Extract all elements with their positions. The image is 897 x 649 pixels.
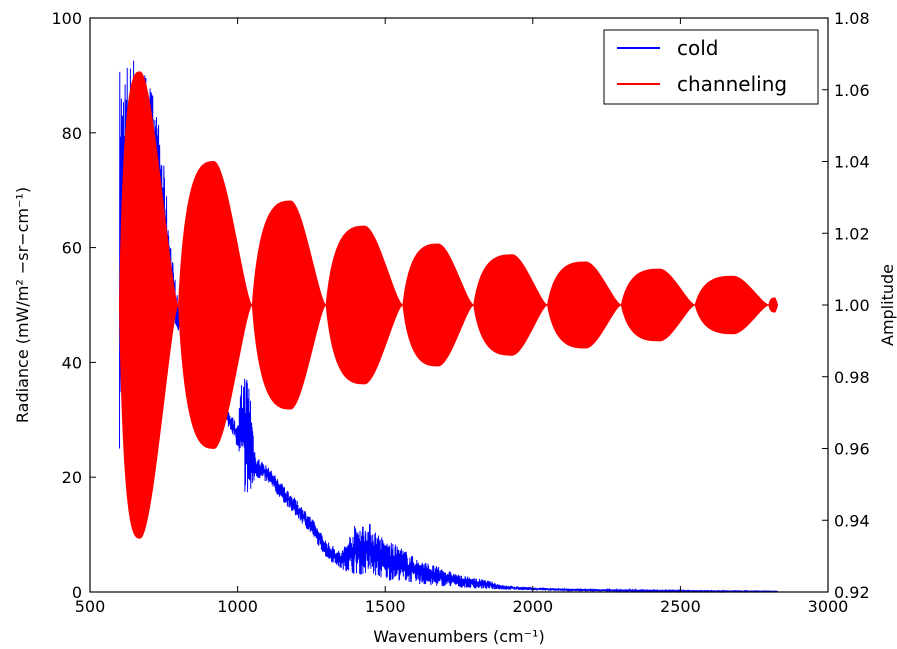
- x-tick-label: 500: [75, 597, 106, 616]
- y-right-tick-label: 1.08: [834, 9, 870, 28]
- y-left-tick-label: 100: [51, 9, 82, 28]
- y-right-tick-label: 1.00: [834, 296, 870, 315]
- legend-label-channeling: channeling: [677, 72, 787, 96]
- x-tick-label: 3000: [808, 597, 849, 616]
- plot-area: [119, 60, 779, 594]
- series-cold-line: [119, 60, 779, 594]
- x-tick-label: 1000: [217, 597, 258, 616]
- x-tick-label: 2500: [660, 597, 701, 616]
- y-left-tick-label: 80: [62, 124, 82, 143]
- legend: cold channeling: [603, 29, 819, 105]
- y-right-tick-label: 0.98: [834, 368, 870, 387]
- legend-box: [603, 29, 819, 105]
- y-axis-left: 0 20 40 60 80 100: [51, 9, 96, 602]
- y-left-tick-label: 0: [72, 583, 82, 602]
- x-axis: 500 1000 1500 2000 2500 3000: [75, 18, 849, 616]
- y-left-tick-label: 60: [62, 239, 82, 258]
- x-tick-label: 2000: [512, 597, 553, 616]
- y-left-tick-label: 40: [62, 353, 82, 372]
- y-right-tick-label: 0.92: [834, 583, 870, 602]
- x-axis-label: Wavenumbers (cm⁻¹): [373, 627, 545, 646]
- y-right-tick-label: 0.94: [834, 511, 870, 530]
- y-right-tick-label: 0.96: [834, 440, 870, 459]
- y-right-tick-label: 1.04: [834, 153, 870, 172]
- y-left-tick-label: 20: [62, 468, 82, 487]
- y-right-tick-label: 1.02: [834, 224, 870, 243]
- series-channeling-lobe: [768, 297, 779, 313]
- x-tick-label: 1500: [365, 597, 406, 616]
- y-axis-right-label: Amplitude: [878, 264, 897, 346]
- y-axis-right: 0.92 0.94 0.96 0.98 1.00 1.02 1.04 1.06 1.08: [822, 9, 870, 602]
- y-right-tick-label: 1.06: [834, 81, 870, 100]
- y-axis-left-label: Radiance (mW/m² −sr−cm⁻¹): [13, 187, 32, 423]
- legend-label-cold: cold: [677, 36, 718, 60]
